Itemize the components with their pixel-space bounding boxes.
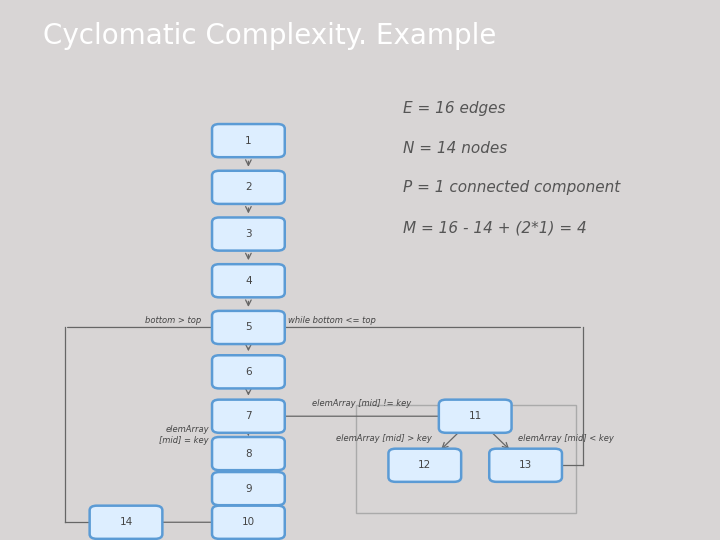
FancyBboxPatch shape xyxy=(212,355,285,388)
Bar xyxy=(356,406,576,513)
FancyBboxPatch shape xyxy=(212,400,285,433)
Text: elemArray [mid] < key: elemArray [mid] < key xyxy=(518,434,614,443)
Text: 5: 5 xyxy=(245,322,252,333)
FancyBboxPatch shape xyxy=(439,400,511,433)
Text: 2: 2 xyxy=(245,183,252,192)
FancyBboxPatch shape xyxy=(212,505,285,539)
Text: N = 14 nodes: N = 14 nodes xyxy=(403,140,508,156)
Text: 11: 11 xyxy=(469,411,482,421)
FancyBboxPatch shape xyxy=(212,124,285,157)
FancyBboxPatch shape xyxy=(212,472,285,505)
Text: Cyclomatic Complexity. Example: Cyclomatic Complexity. Example xyxy=(43,23,497,50)
Text: 7: 7 xyxy=(245,411,252,421)
FancyBboxPatch shape xyxy=(89,505,162,539)
FancyBboxPatch shape xyxy=(389,449,461,482)
Text: 4: 4 xyxy=(245,276,252,286)
Text: bottom > top: bottom > top xyxy=(145,316,202,325)
Text: 1: 1 xyxy=(245,136,252,146)
Text: 14: 14 xyxy=(120,517,132,527)
Text: elemArray [mid] != key: elemArray [mid] != key xyxy=(312,399,411,408)
FancyBboxPatch shape xyxy=(212,171,285,204)
Text: E = 16 edges: E = 16 edges xyxy=(403,101,505,116)
Text: while bottom <= top: while bottom <= top xyxy=(288,316,376,325)
FancyBboxPatch shape xyxy=(212,437,285,470)
Text: 6: 6 xyxy=(245,367,252,377)
Text: 8: 8 xyxy=(245,449,252,458)
Text: 12: 12 xyxy=(418,460,431,470)
Text: M = 16 - 14 + (2*1) = 4: M = 16 - 14 + (2*1) = 4 xyxy=(403,220,587,235)
Text: elemArray [mid] > key: elemArray [mid] > key xyxy=(336,434,432,443)
FancyBboxPatch shape xyxy=(490,449,562,482)
Text: 9: 9 xyxy=(245,484,252,494)
Text: 10: 10 xyxy=(242,517,255,527)
FancyBboxPatch shape xyxy=(212,218,285,251)
FancyBboxPatch shape xyxy=(212,264,285,298)
Text: 13: 13 xyxy=(519,460,532,470)
Text: 3: 3 xyxy=(245,229,252,239)
Text: P = 1 connected component: P = 1 connected component xyxy=(403,180,621,195)
Text: elemArray
[mid] = key: elemArray [mid] = key xyxy=(159,425,209,444)
FancyBboxPatch shape xyxy=(212,311,285,344)
